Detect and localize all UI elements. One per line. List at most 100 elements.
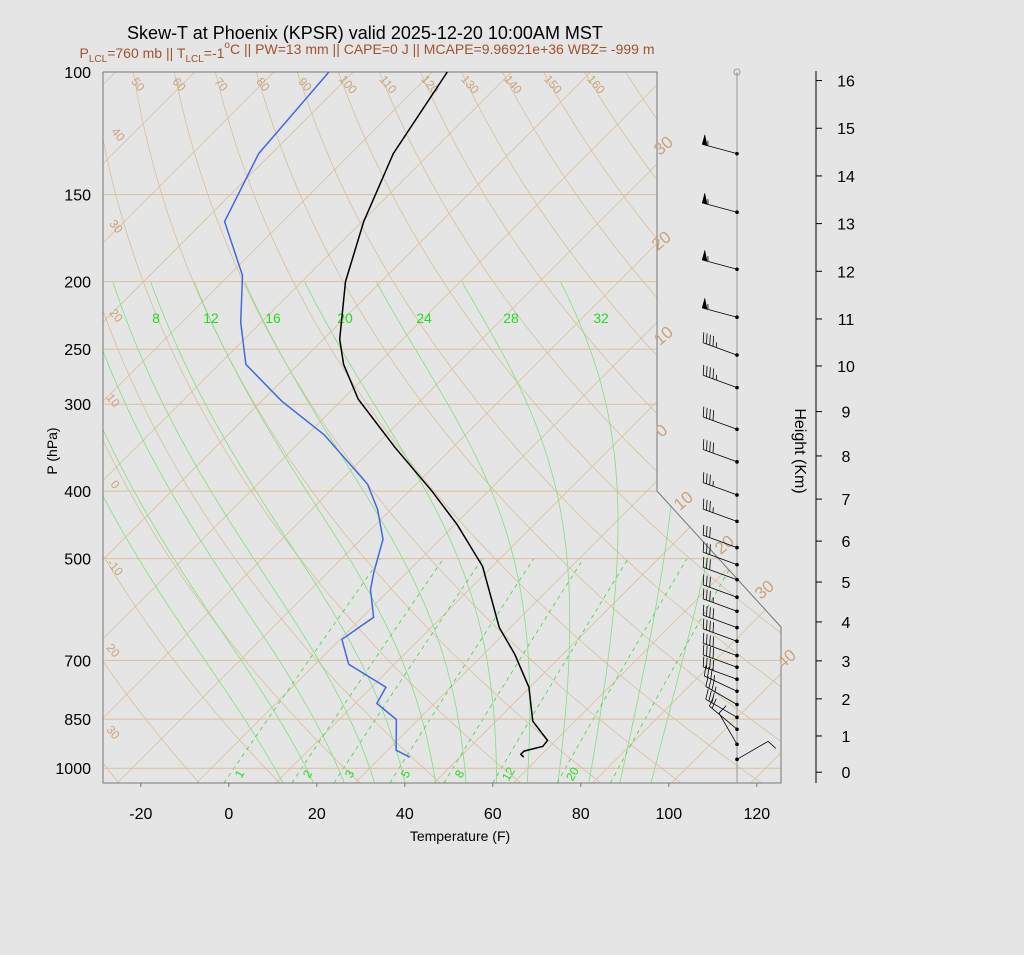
background-lines [0,72,1024,783]
wind-barb-shaft [703,365,737,388]
wind-barb-pennant [702,298,707,309]
y2-tick-label: 4 [842,615,851,632]
isotherm [0,72,512,783]
wind-barb-station [735,493,739,497]
wind-barb-shaft [703,332,737,355]
x-tick-label: 100 [655,806,682,823]
wind-barb-pennant [702,250,707,261]
isotherm-label: 20 [648,227,675,254]
dry-adiabat [708,72,1024,783]
dry-adiabat [626,72,1024,783]
mixing-ratio-line [610,559,735,783]
isotherm-label: 30 [103,723,123,742]
wind-barb [703,365,739,390]
wind-barb-shaft [703,472,737,495]
subtitle-part: C || PW=13 mm || CAPE=0 J || MCAPE=9.969… [230,41,655,57]
dry-adiabat [0,72,39,783]
plot-frame [103,72,781,783]
wind-barb-station [735,152,739,156]
adiabat-label: 160 [584,72,608,97]
y-tick-label: 250 [64,342,91,359]
wind-barb [703,499,739,524]
wind-barb-shaft [703,589,737,612]
wind-barb [703,605,739,630]
dry-adiabat [790,72,1024,783]
isotherm [0,72,195,783]
temperature-line [340,72,548,757]
x-tick-label: 40 [396,806,414,823]
dry-adiabat [420,72,1024,783]
wind-barb-shaft [702,304,737,317]
wind-barb-station [735,460,739,464]
isotherm [0,72,591,783]
wind-barb-station [735,267,739,271]
moist-adiabat-label: 12 [203,310,219,326]
dry-adiabat [831,72,1024,783]
wind-barb-shaft [703,499,737,522]
moist-adiabat [560,282,618,783]
dry-adiabat [544,72,1024,783]
y2-tick-label: 12 [837,264,855,281]
mixing-ratio-line [224,559,381,783]
isotherm [355,72,1024,783]
dry-adiabat [0,72,199,783]
moist-adiabat-label: 24 [416,310,432,326]
moist-adiabat [376,282,530,783]
x-tick-label: -20 [129,806,152,823]
subtitle-part: LCL [185,54,204,65]
wind-barb-station [735,716,739,720]
y-tick-label: 500 [64,552,91,569]
dry-adiabat [10,72,360,783]
subtitle-part: LCL [89,54,108,65]
wind-barb-station [735,595,739,599]
y-tick-label: 850 [64,712,91,729]
subtitle-part: P [80,45,89,61]
moist-adiabat-label: 8 [152,310,160,326]
wind-barb-station [735,626,739,630]
mixing-ratio-label: 1 [232,767,248,780]
chart-title: Skew-T at Phoenix (KPSR) valid 2025-12-2… [127,23,603,43]
wind-barb [703,407,739,432]
y2-tick-label: 6 [842,534,851,551]
wind-barb-station [735,609,739,613]
wind-barb-station [735,386,739,390]
wind-barb-shaft [709,697,737,730]
wind-barb-shaft [702,256,737,269]
isotherm [513,72,1024,783]
x-axis-label: Temperature (F) [410,828,510,844]
y2-tick-label: 9 [842,405,851,422]
isotherm [0,72,670,783]
x-tick-label: 0 [224,806,233,823]
isotherm [830,72,1024,783]
wind-barb-shaft [703,407,737,430]
wind-barb-station [735,315,739,319]
mixing-ratio-label: 2 [300,767,316,780]
wind-barb-shaft [706,676,737,704]
isotherm-label: -10 [104,556,126,579]
mixing-ratio-line [444,559,584,783]
isotherm-label: 0 [108,477,123,491]
wind-barb-station [735,727,739,731]
y2-tick-label: 8 [842,449,851,466]
y2-tick-label: 14 [837,169,855,186]
wind-barb-station [735,703,739,707]
dry-adiabat [338,72,1002,783]
wind-barb-shaft [719,706,737,745]
wind-barb-shaft [703,605,737,628]
adiabat-label: 130 [458,72,482,97]
wind-barb [703,645,739,670]
mixing-ratio-line [557,559,687,783]
wind-barb [703,439,739,464]
adiabat-label: 50 [128,75,148,94]
wind-barb-station [735,546,739,550]
moist-adiabat [151,282,406,783]
y-tick-label: 100 [64,65,91,82]
moist-adiabat [245,282,466,783]
wind-barb-station [735,677,739,681]
wind-barb-station [735,520,739,524]
y2-tick-label: 7 [842,492,851,509]
dry-adiabat [461,72,1024,783]
